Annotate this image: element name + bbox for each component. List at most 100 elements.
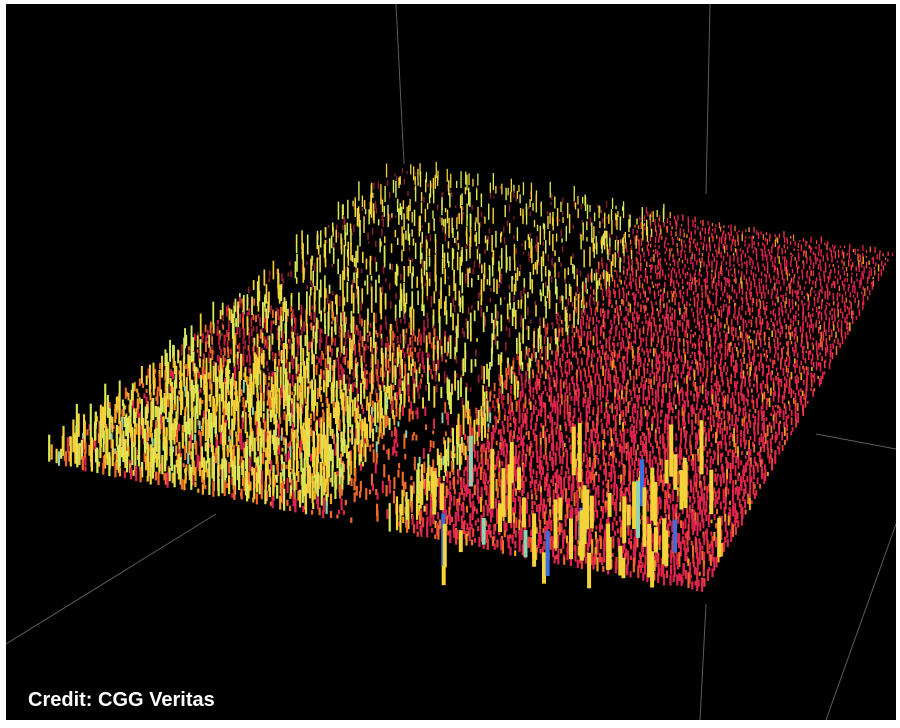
attribute-spike xyxy=(476,188,478,201)
attribute-spike xyxy=(399,376,402,386)
attribute-spike xyxy=(712,235,714,243)
attribute-spike xyxy=(717,403,719,412)
attribute-spike xyxy=(704,278,707,287)
attribute-spike xyxy=(782,346,785,349)
attribute-spike xyxy=(706,284,709,290)
attribute-spike xyxy=(709,415,712,426)
attribute-spike xyxy=(724,338,727,345)
attribute-spike xyxy=(473,419,476,445)
attribute-spike xyxy=(762,254,764,261)
attribute-spike xyxy=(719,343,721,354)
attribute-spike xyxy=(381,352,384,383)
attribute-spike xyxy=(227,324,230,332)
attribute-spike xyxy=(540,256,543,274)
attribute-spike xyxy=(535,305,537,317)
attribute-spike xyxy=(696,242,699,246)
attribute-spike xyxy=(341,373,344,385)
attribute-spike xyxy=(761,422,764,431)
attribute-spike xyxy=(425,235,427,243)
attribute-spike xyxy=(767,262,769,269)
attribute-spike xyxy=(761,363,763,369)
attribute-spike xyxy=(612,458,614,468)
attribute-spike xyxy=(847,287,850,292)
attribute-spike xyxy=(775,346,777,355)
attribute-spike xyxy=(268,277,271,283)
attribute-spike xyxy=(549,343,552,351)
attribute-spike xyxy=(407,372,410,392)
attribute-spike xyxy=(810,378,813,387)
attribute-spike xyxy=(348,388,351,396)
attribute-spike xyxy=(359,220,361,237)
attribute-spike xyxy=(682,214,684,221)
attribute-spike xyxy=(313,312,316,323)
attribute-spike xyxy=(402,200,405,210)
attribute-spike xyxy=(726,292,729,299)
attribute-spike xyxy=(775,294,778,300)
attribute-spike xyxy=(300,361,302,386)
attribute-spike xyxy=(320,337,323,343)
attribute-spike xyxy=(815,306,818,313)
attribute-spike xyxy=(549,411,552,423)
attribute-spike xyxy=(819,352,821,356)
attribute-spike xyxy=(640,238,643,246)
attribute-spike xyxy=(839,293,841,297)
attribute-spike xyxy=(832,264,834,267)
attribute-spike xyxy=(519,208,522,216)
attribute-spike xyxy=(685,325,688,333)
attribute-spike xyxy=(812,262,815,270)
attribute-spike xyxy=(238,342,241,353)
attribute-spike xyxy=(769,233,771,238)
attribute-spike xyxy=(525,325,528,330)
attribute-spike xyxy=(627,291,630,296)
attribute-spike xyxy=(783,427,786,436)
attribute-spike xyxy=(698,321,701,331)
attribute-spike xyxy=(776,410,779,414)
attribute-spike xyxy=(718,279,720,287)
attribute-spike xyxy=(836,303,839,311)
attribute-spike xyxy=(730,318,733,326)
attribute-spike xyxy=(817,297,819,303)
attribute-spike xyxy=(613,375,616,383)
attribute-spike xyxy=(559,404,562,415)
attribute-spike xyxy=(761,318,764,325)
attribute-spike xyxy=(347,241,350,266)
attribute-spike xyxy=(513,235,515,240)
attribute-spike xyxy=(679,230,681,237)
attribute-spike xyxy=(680,427,682,437)
attribute-spike xyxy=(826,287,829,294)
attribute-spike xyxy=(371,355,374,380)
attribute-spike xyxy=(764,266,766,271)
attribute-spike xyxy=(506,415,509,426)
attribute-spike xyxy=(801,290,803,295)
attribute-spike xyxy=(733,428,735,438)
attribute-spike xyxy=(466,215,468,227)
attribute-spike xyxy=(735,327,737,338)
attribute-spike xyxy=(657,223,660,228)
attribute-spike xyxy=(820,249,822,257)
attribute-spike xyxy=(677,384,679,394)
attribute-spike xyxy=(675,293,677,298)
attribute-spike xyxy=(726,468,728,480)
attribute-spike xyxy=(719,331,721,338)
attribute-spike xyxy=(221,322,224,327)
attribute-spike xyxy=(717,444,720,456)
attribute-spike xyxy=(541,346,543,354)
attribute-spike xyxy=(689,355,692,358)
attribute-spike xyxy=(541,364,543,370)
attribute-spike xyxy=(217,365,220,372)
attribute-spike xyxy=(486,279,489,285)
attribute-spike xyxy=(559,424,562,431)
attribute-spike xyxy=(593,273,596,281)
attribute-spike xyxy=(703,426,706,433)
attribute-spike xyxy=(589,375,592,384)
attribute-spike xyxy=(677,420,680,431)
attribute-spike xyxy=(573,382,575,392)
attribute-spike xyxy=(571,375,574,385)
attribute-spike xyxy=(209,358,212,385)
attribute-spike xyxy=(767,289,770,295)
attribute-spike xyxy=(736,486,739,492)
attribute-spike xyxy=(669,221,671,226)
attribute-spike xyxy=(409,198,411,212)
attribute-spike xyxy=(411,339,414,350)
attribute-spike xyxy=(806,335,808,344)
